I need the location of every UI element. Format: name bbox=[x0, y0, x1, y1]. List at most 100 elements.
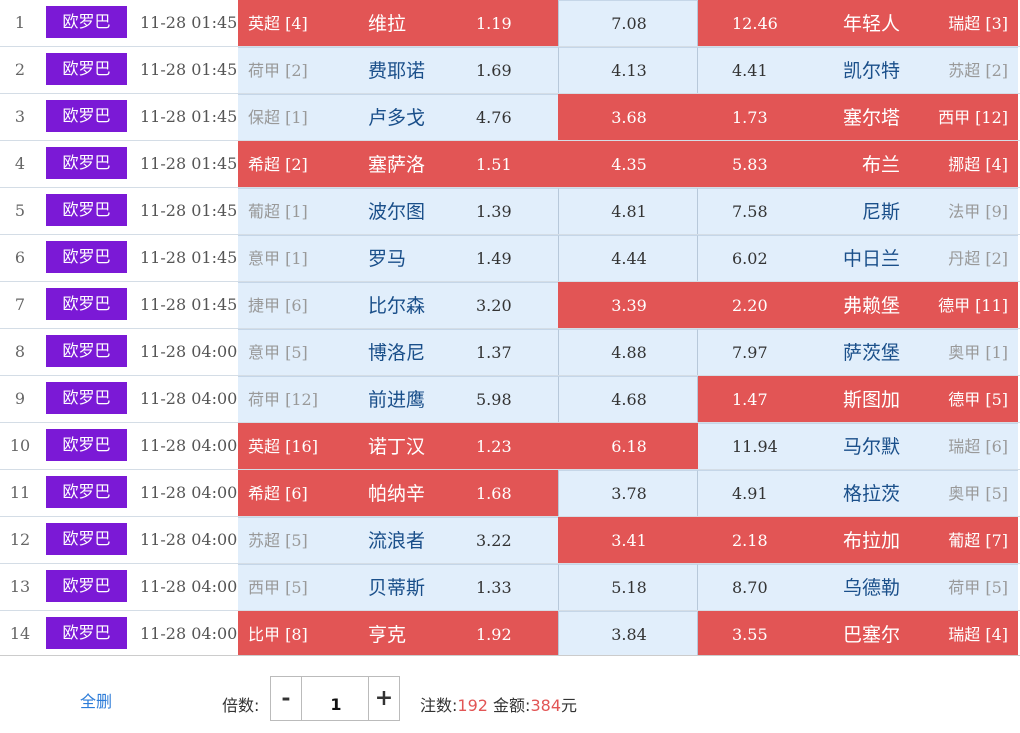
away-win-option[interactable]: 3.55 巴塞尔 瑞超 [4] bbox=[698, 611, 1018, 657]
match-row: 9 欧罗巴 11-28 04:00 荷甲 [12] 前进鹰 5.98 4.68 1.47 斯图加… bbox=[0, 376, 1020, 423]
away-win-option[interactable]: 8.70 乌德勒 荷甲 [5] bbox=[698, 564, 1018, 610]
draw-option[interactable]: 4.68 bbox=[558, 376, 698, 422]
home-win-option[interactable]: 荷甲 [2] 费耶诺 1.69 bbox=[238, 47, 558, 93]
home-win-option[interactable]: 希超 [6] 帕纳辛 1.68 bbox=[238, 470, 558, 516]
away-win-option[interactable]: 4.91 格拉茨 奥甲 [5] bbox=[698, 470, 1018, 516]
home-team: 诺丁汉 bbox=[368, 436, 426, 458]
away-odds: 11.94 bbox=[732, 437, 778, 456]
home-team: 流浪者 bbox=[368, 530, 426, 552]
away-win-option[interactable]: 7.58 尼斯 法甲 [9] bbox=[698, 188, 1018, 234]
away-team: 斯图加 bbox=[842, 389, 900, 411]
away-win-option[interactable]: 2.18 布拉加 葡超 [7] bbox=[698, 517, 1018, 563]
home-league-rank: 荷甲 [12] bbox=[248, 390, 318, 409]
home-win-option[interactable]: 荷甲 [12] 前进鹰 5.98 bbox=[238, 376, 558, 422]
match-row: 1 欧罗巴 11-28 01:45 英超 [4] 维拉 1.19 7.08 12.46 年轻人 瑞… bbox=[0, 0, 1020, 47]
away-league-rank: 德甲 [5] bbox=[948, 390, 1008, 409]
multiplier-input[interactable]: 1 bbox=[330, 695, 342, 714]
home-team: 亨克 bbox=[368, 624, 407, 646]
away-win-option[interactable]: 1.73 塞尔塔 西甲 [12] bbox=[698, 94, 1018, 140]
home-league-rank: 意甲 [5] bbox=[248, 343, 308, 362]
draw-option[interactable]: 3.84 bbox=[558, 611, 698, 657]
draw-option[interactable]: 3.41 bbox=[558, 517, 698, 563]
away-odds: 1.47 bbox=[732, 390, 768, 409]
row-number: 2 bbox=[14, 60, 26, 79]
away-team: 巴塞尔 bbox=[842, 624, 900, 646]
match-time: 11-28 01:45 bbox=[140, 295, 238, 314]
draw-option[interactable]: 3.39 bbox=[558, 282, 698, 328]
away-win-option[interactable]: 5.83 布兰 挪超 [4] bbox=[698, 141, 1018, 187]
match-row: 8 欧罗巴 11-28 04:00 意甲 [5] 博洛尼 1.37 4.88 7.97 萨茨堡 奥… bbox=[0, 329, 1020, 376]
draw-option[interactable]: 4.88 bbox=[558, 329, 698, 375]
home-win-option[interactable]: 西甲 [5] 贝蒂斯 1.33 bbox=[238, 564, 558, 610]
home-odds: 4.76 bbox=[476, 108, 512, 127]
away-league-rank: 德甲 [11] bbox=[938, 296, 1008, 315]
multiplier-label: 倍数: bbox=[222, 696, 260, 715]
draw-option[interactable]: 6.18 bbox=[558, 423, 698, 469]
league-badge: 欧罗巴 bbox=[46, 100, 127, 132]
home-team: 前进鹰 bbox=[368, 389, 426, 411]
draw-odds: 4.35 bbox=[611, 155, 647, 174]
draw-option[interactable]: 4.13 bbox=[558, 47, 698, 93]
draw-option[interactable]: 4.44 bbox=[558, 235, 698, 281]
clear-all-button[interactable]: 全删 bbox=[80, 692, 113, 711]
draw-odds: 3.41 bbox=[611, 531, 647, 550]
home-league-rank: 比甲 [8] bbox=[248, 625, 308, 644]
league-badge: 欧罗巴 bbox=[46, 194, 127, 226]
away-win-option[interactable]: 12.46 年轻人 瑞超 [3] bbox=[698, 0, 1018, 46]
away-win-option[interactable]: 4.41 凯尔特 苏超 [2] bbox=[698, 47, 1018, 93]
bet-summary: 注数:192 金额:384元 bbox=[420, 692, 577, 716]
away-team: 年轻人 bbox=[842, 13, 900, 35]
away-team: 弗赖堡 bbox=[842, 295, 900, 317]
home-odds: 1.33 bbox=[476, 578, 512, 597]
away-odds: 4.41 bbox=[732, 61, 768, 80]
match-time: 11-28 01:45 bbox=[140, 60, 238, 79]
away-win-option[interactable]: 1.47 斯图加 德甲 [5] bbox=[698, 376, 1018, 422]
draw-option[interactable]: 3.78 bbox=[558, 470, 698, 516]
away-team: 塞尔塔 bbox=[842, 107, 900, 129]
home-win-option[interactable]: 希超 [2] 塞萨洛 1.51 bbox=[238, 141, 558, 187]
draw-option[interactable]: 4.81 bbox=[558, 188, 698, 234]
home-win-option[interactable]: 捷甲 [6] 比尔森 3.20 bbox=[238, 282, 558, 328]
draw-option[interactable]: 5.18 bbox=[558, 564, 698, 610]
home-league-rank: 意甲 [1] bbox=[248, 249, 308, 268]
home-team: 塞萨洛 bbox=[368, 154, 426, 176]
home-odds: 1.39 bbox=[476, 202, 512, 221]
home-win-option[interactable]: 意甲 [5] 博洛尼 1.37 bbox=[238, 329, 558, 375]
home-team: 波尔图 bbox=[368, 201, 426, 223]
home-odds: 1.49 bbox=[476, 249, 512, 268]
home-odds: 3.20 bbox=[476, 296, 512, 315]
home-team: 博洛尼 bbox=[368, 342, 426, 364]
away-win-option[interactable]: 2.20 弗赖堡 德甲 [11] bbox=[698, 282, 1018, 328]
home-win-option[interactable]: 保超 [1] 卢多戈 4.76 bbox=[238, 94, 558, 140]
draw-option[interactable]: 7.08 bbox=[558, 0, 698, 46]
away-league-rank: 瑞超 [6] bbox=[948, 437, 1008, 456]
row-number: 7 bbox=[14, 295, 26, 314]
draw-option[interactable]: 4.35 bbox=[558, 141, 698, 187]
away-win-option[interactable]: 7.97 萨茨堡 奥甲 [1] bbox=[698, 329, 1018, 375]
home-win-option[interactable]: 英超 [4] 维拉 1.19 bbox=[238, 0, 558, 46]
match-row: 7 欧罗巴 11-28 01:45 捷甲 [6] 比尔森 3.20 3.39 2.20 弗赖堡 德… bbox=[0, 282, 1020, 329]
home-win-option[interactable]: 意甲 [1] 罗马 1.49 bbox=[238, 235, 558, 281]
row-number: 9 bbox=[14, 389, 26, 408]
home-team: 费耶诺 bbox=[368, 60, 426, 82]
home-win-option[interactable]: 英超 [16] 诺丁汉 1.23 bbox=[238, 423, 558, 469]
away-league-rank: 瑞超 [4] bbox=[948, 625, 1008, 644]
home-win-option[interactable]: 苏超 [5] 流浪者 3.22 bbox=[238, 517, 558, 563]
away-team: 乌德勒 bbox=[842, 577, 900, 599]
match-time: 11-28 04:00 bbox=[140, 530, 238, 549]
decrement-button[interactable]: - bbox=[271, 677, 302, 720]
bet-footer: 全删 倍数: - 1 + 注数:192 金额:384元 bbox=[0, 655, 1020, 721]
home-win-option[interactable]: 葡超 [1] 波尔图 1.39 bbox=[238, 188, 558, 234]
draw-odds: 3.39 bbox=[611, 296, 647, 315]
amount-label: 金额: bbox=[493, 696, 531, 715]
draw-odds: 4.88 bbox=[611, 343, 647, 362]
match-row: 4 欧罗巴 11-28 01:45 希超 [2] 塞萨洛 1.51 4.35 5.83 布兰 挪超… bbox=[0, 141, 1020, 188]
draw-option[interactable]: 3.68 bbox=[558, 94, 698, 140]
row-number: 5 bbox=[14, 201, 26, 220]
away-win-option[interactable]: 11.94 马尔默 瑞超 [6] bbox=[698, 423, 1018, 469]
row-number: 12 bbox=[9, 530, 31, 549]
increment-button[interactable]: + bbox=[368, 677, 399, 720]
home-team: 比尔森 bbox=[368, 295, 426, 317]
home-win-option[interactable]: 比甲 [8] 亨克 1.92 bbox=[238, 611, 558, 657]
away-win-option[interactable]: 6.02 中日兰 丹超 [2] bbox=[698, 235, 1018, 281]
